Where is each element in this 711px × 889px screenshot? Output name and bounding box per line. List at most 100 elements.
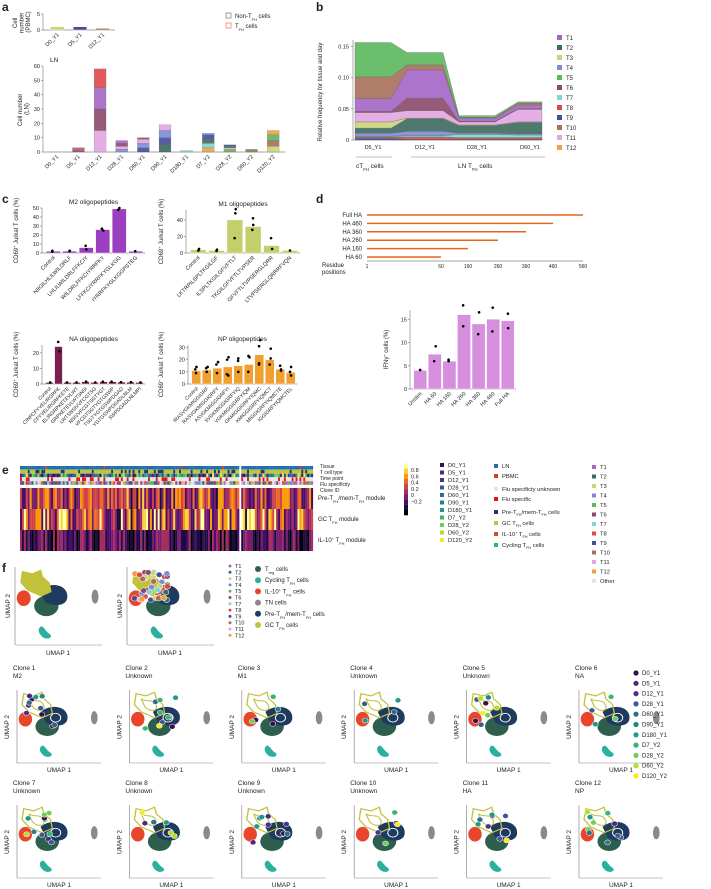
annotation-cell [272,481,274,485]
legend-swatch [557,115,562,120]
annotation-cell [45,474,47,478]
heatmap-cell [263,509,265,530]
colorbar-tick: 0.6 [411,474,419,480]
heatmap-cell [243,530,245,551]
bar-segment [94,131,106,153]
heatmap-cell [134,530,136,551]
annotation-cell [67,481,69,485]
heatmap-cell [218,488,220,509]
heatmap-cell [167,509,169,530]
annotation-cell [107,466,109,470]
annotation-cell [59,481,61,485]
annotation-cell [134,466,136,470]
annotation-cell [212,470,214,474]
annotation-cell [88,474,90,478]
cell-dot [24,710,30,715]
annotation-cell [266,470,268,474]
bar-segment [181,151,193,152]
legend-label: D5_Y1 [448,471,466,477]
data-point [271,248,274,251]
annotation-cell [251,466,253,470]
annotation-cell [175,477,177,481]
annotation-cell [30,481,32,485]
annotation-cell [235,466,237,470]
heatmap-cell [226,509,228,530]
module-label: Pre-TFH​/mem-TFH​ module [318,496,386,504]
annotation-cell [100,474,102,478]
heatmap-cell [103,488,105,509]
annotation-cell [70,470,72,474]
annotation-cell [185,470,187,474]
legend-dot [633,691,638,696]
legend-swatch [440,493,444,497]
annotation-cell [138,470,140,474]
group-label: LN TFH​ cells [458,163,493,172]
cell-dot [605,811,611,816]
heatmap-cell [160,509,162,530]
heatmap-cell [67,488,69,509]
heatmap-cell [28,509,30,530]
heatmap-cell [107,509,109,530]
annotation-cell [154,466,156,470]
cell-dot [489,812,495,817]
cell-dot [485,713,491,718]
legend-swatch [494,543,498,547]
annotation-cell [270,481,272,485]
annotation-cell [202,470,204,474]
heatmap-cell [22,530,24,551]
heatmap-cell [51,488,53,509]
heatmap-cell [230,488,232,509]
legend-swatch [440,463,444,467]
heatmap-cell [100,488,102,509]
heatmap-cell [30,509,32,530]
annotation-cell [185,481,187,485]
annotation-cell [94,474,96,478]
heatmap-cell [224,509,226,530]
annotation-cell [67,470,69,474]
annotation-cell [86,481,88,485]
umap-plot [354,690,438,763]
legend-label: D90_Y1 [448,501,469,507]
annotation-cell [200,470,202,474]
legend-label: Flu specificty unknown [502,487,560,493]
annotation-cell [53,477,55,481]
annotation-cell [22,470,24,474]
annotation-cell [88,466,90,470]
annotation-cell [265,477,267,481]
bar-segment [224,151,236,152]
y-tick-label: 0 [37,150,40,156]
legend-swatch [557,35,562,40]
annotation-cell [296,481,298,485]
annotation-cell [115,477,117,481]
heatmap-cell [80,530,82,551]
annotation-cell [278,481,280,485]
annotation-cell [150,481,152,485]
legend-label: T10 [566,126,577,132]
annotation-cell [74,470,76,474]
annotation-cell [299,477,301,481]
annotation-cell [177,477,179,481]
annotation-cell [231,477,233,481]
annotation-cell [148,466,150,470]
cell-dot [156,723,162,728]
cell-dot [265,822,271,827]
annotation-cell [59,470,61,474]
annotation-cell [243,470,245,474]
y-axis-label: UMAP 2 [454,830,461,854]
annotation-cell [115,466,117,470]
heatmap-cell [305,509,307,530]
heatmap-cell [59,509,61,530]
annotation-cell [65,470,67,474]
cell-dot [265,814,271,819]
annotation-cell [140,470,142,474]
heatmap-cell [299,530,301,551]
annotation-cell [231,470,233,474]
annotation-cell [204,477,206,481]
annotation-cell [70,481,72,485]
heatmap-cell [103,509,105,530]
data-point [216,372,219,375]
heatmap-cell [257,488,259,509]
heatmap-cell [197,530,199,551]
heatmap-cell [45,530,47,551]
legend-label: D12_Y1 [642,692,664,698]
